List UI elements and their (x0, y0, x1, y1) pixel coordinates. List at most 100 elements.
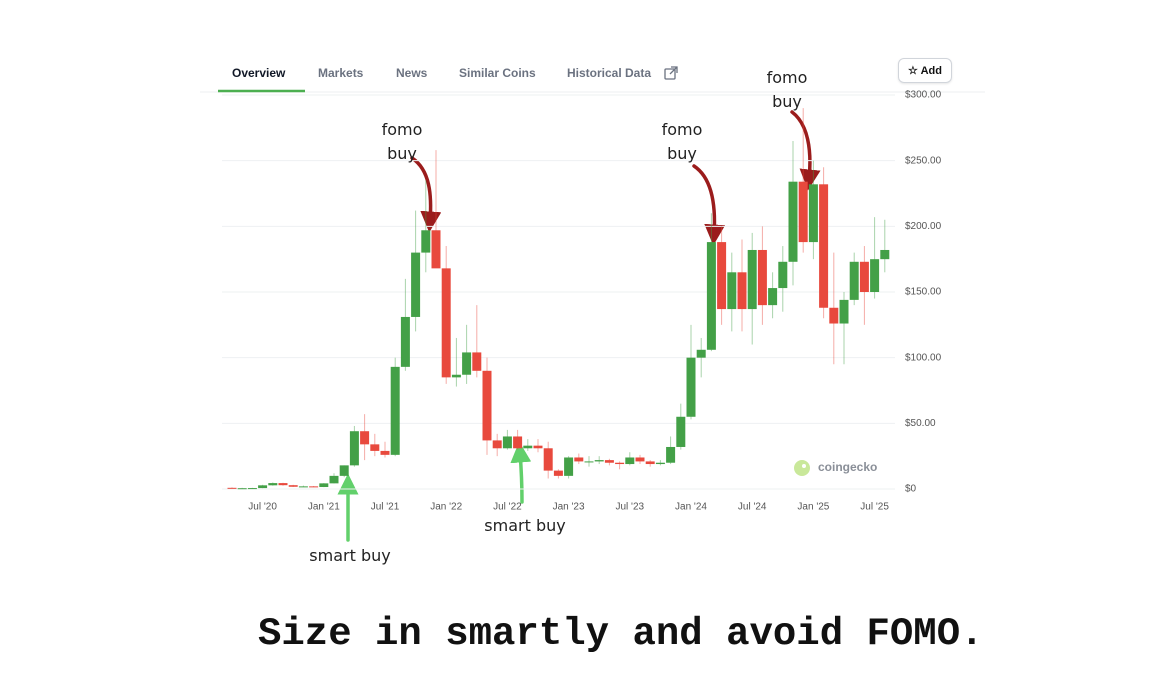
x-tick-label: Jul '22 (493, 502, 522, 513)
candle-body (880, 249, 890, 260)
candle-body (615, 462, 625, 465)
candle-body (635, 457, 645, 462)
candle-body (319, 483, 329, 488)
tab[interactable]: Similar Coins (459, 66, 536, 80)
add-button[interactable]: ☆ Add (898, 58, 952, 83)
candle-body (492, 440, 502, 449)
candle-body (451, 374, 461, 378)
candle-body (329, 475, 339, 484)
candle-body (808, 184, 818, 243)
candle-body (482, 370, 492, 441)
candle-body (706, 242, 716, 350)
candle-body (798, 181, 808, 243)
candle-body (553, 470, 563, 476)
y-tick-label: $150.00 (905, 287, 942, 298)
candle-body (247, 488, 257, 490)
annotation: fomo buy (661, 120, 703, 163)
candle-body (594, 460, 604, 462)
candle-body (778, 261, 788, 289)
candle-body (849, 261, 859, 300)
candle-body (727, 272, 737, 310)
watermark-logo (794, 460, 810, 476)
candle-body (441, 268, 451, 378)
candle-body (258, 485, 268, 489)
annotation: smart buy (309, 546, 391, 565)
x-tick-label: Jul '21 (371, 502, 400, 513)
annotation: fomo buy (766, 68, 808, 111)
annotation-arrow (410, 156, 442, 233)
candle-body (462, 352, 472, 375)
candle-body (380, 450, 390, 455)
candle-body (696, 349, 706, 358)
candle-body (421, 230, 431, 253)
candle-body (829, 307, 839, 324)
candle-body (717, 242, 727, 310)
candle-body (288, 485, 298, 487)
x-tick-label: Jan '21 (308, 502, 340, 513)
annotation-arrow (510, 441, 532, 504)
candle-body (819, 184, 829, 308)
y-tick-label: $300.00 (905, 90, 942, 101)
candle-body (788, 181, 798, 262)
candle-body (411, 252, 421, 317)
candle-body (564, 457, 574, 476)
y-tick-label: $200.00 (905, 221, 942, 232)
candle-body (431, 230, 441, 269)
candle-body (472, 352, 482, 371)
external-link-icon (664, 66, 678, 80)
candle-body (349, 431, 359, 466)
tab[interactable]: Overview (232, 66, 286, 80)
caption: Size in smartly and avoid FOMO. (258, 612, 984, 656)
x-tick-label: Jan '25 (797, 502, 829, 513)
candle-body (268, 483, 278, 486)
candle-body (859, 261, 869, 292)
y-tick-label: $100.00 (905, 352, 942, 363)
candle-body (839, 299, 849, 324)
candle-body (584, 461, 594, 463)
candle-body (747, 249, 757, 310)
x-tick-label: Jul '23 (616, 502, 645, 513)
candle-body (757, 249, 767, 306)
candle-body (298, 486, 308, 488)
candle-body (533, 445, 543, 449)
candle-body (339, 465, 349, 476)
candle-body (523, 445, 533, 449)
annotation: fomo buy (381, 120, 423, 163)
candle-body (604, 460, 614, 463)
y-tick-label: $50.00 (905, 418, 936, 429)
candle-body (370, 444, 380, 451)
annotation-arrows (337, 110, 821, 542)
candle-body (686, 357, 696, 417)
candle-body (676, 416, 686, 447)
tab[interactable]: Markets (318, 66, 364, 80)
candle-body (400, 316, 410, 367)
candle-body (625, 457, 635, 465)
candle-body (390, 366, 400, 455)
watermark: coingecko (818, 460, 877, 474)
watermark-logo-eye (802, 464, 806, 468)
candle-body (502, 436, 512, 449)
candle-body (513, 436, 523, 449)
x-tick-label: Jul '20 (248, 502, 277, 513)
candle-body (645, 461, 655, 465)
candle-body (543, 448, 553, 471)
y-tick-label: $250.00 (905, 155, 942, 166)
candle-body (655, 462, 665, 465)
candle-body (237, 488, 247, 490)
candle-body (870, 259, 880, 292)
candle-body (278, 483, 288, 486)
candle-body (666, 446, 676, 463)
candle-body (309, 486, 319, 488)
annotation-arrow (790, 110, 821, 191)
candle-body (574, 457, 584, 462)
tab[interactable]: News (396, 66, 428, 80)
candle-body (768, 288, 778, 306)
x-tick-label: Jan '22 (430, 502, 462, 513)
add-button-label: Add (920, 65, 942, 77)
x-tick-label: Jan '23 (553, 502, 585, 513)
tab[interactable]: Historical Data (567, 66, 652, 80)
x-tick-label: Jul '25 (860, 502, 889, 513)
y-tick-label: $0 (905, 484, 917, 495)
